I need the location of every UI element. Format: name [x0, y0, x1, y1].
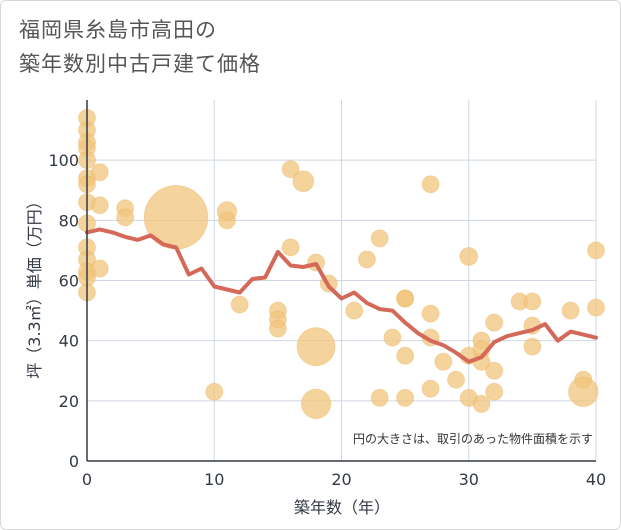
data-bubble	[523, 337, 542, 356]
data-bubble	[421, 304, 440, 323]
data-bubble	[421, 175, 440, 194]
bubble-series	[78, 109, 605, 420]
data-bubble	[357, 250, 376, 269]
data-bubble	[421, 379, 440, 398]
y-tick-label: 40	[59, 332, 79, 351]
x-tick-label: 40	[586, 470, 606, 489]
data-bubble	[447, 370, 466, 389]
data-bubble	[396, 346, 415, 365]
x-tick-label: 0	[82, 470, 92, 489]
trend-line-series	[85, 227, 598, 364]
y-tick-label: 0	[69, 452, 79, 471]
data-bubble	[396, 289, 415, 308]
data-bubble	[230, 295, 249, 314]
data-bubble	[383, 328, 402, 347]
data-bubble	[268, 319, 287, 338]
data-bubble	[90, 196, 109, 215]
data-bubble	[300, 388, 332, 420]
data-bubble	[561, 301, 580, 320]
data-bubble	[292, 170, 315, 193]
data-bubble	[370, 388, 389, 407]
data-bubble	[90, 163, 109, 182]
y-tick-label: 60	[59, 272, 79, 291]
y-tick-label: 100	[48, 151, 79, 170]
data-bubble	[345, 301, 364, 320]
chart-title-line-1: 福岡県糸島市高田の	[19, 18, 217, 42]
data-bubble	[90, 259, 109, 278]
x-tick-label: 30	[459, 470, 479, 489]
chart-title: 福岡県糸島市高田の 築年数別中古戸建て価格	[19, 13, 579, 81]
data-bubble	[296, 327, 336, 367]
trend-line	[85, 227, 598, 364]
data-bubble	[485, 361, 504, 380]
data-bubble	[459, 247, 479, 266]
x-tick-label: 10	[204, 470, 224, 489]
x-axis-label: 築年数（年）	[294, 498, 390, 517]
data-bubble	[281, 160, 300, 179]
data-bubble	[472, 394, 491, 413]
y-axis-label: 坪（3.3㎡）単価（万円）	[25, 193, 44, 378]
chart-title-line-2: 築年数別中古戸建て価格	[19, 52, 261, 76]
data-bubble	[587, 298, 605, 317]
data-bubble	[396, 388, 415, 407]
grid-lines	[87, 100, 597, 461]
size-annotation: 円の大きさは、取引のあった物件面積を示す	[353, 431, 593, 446]
x-tick-label: 20	[331, 470, 351, 489]
data-bubble	[116, 208, 135, 227]
data-bubble	[587, 241, 605, 260]
data-bubble	[434, 352, 453, 371]
data-bubble	[485, 313, 504, 332]
data-bubble	[217, 211, 236, 230]
data-bubble	[281, 238, 300, 257]
data-bubble	[205, 382, 224, 401]
data-bubble	[370, 229, 389, 248]
data-bubble	[568, 376, 599, 408]
y-tick-label: 20	[59, 392, 79, 411]
axes: 0 20 40 60 80 100 0 10 20 30 40	[48, 100, 606, 489]
y-tick-label: 80	[59, 211, 79, 230]
data-bubble	[523, 292, 542, 311]
data-bubble	[485, 382, 504, 401]
